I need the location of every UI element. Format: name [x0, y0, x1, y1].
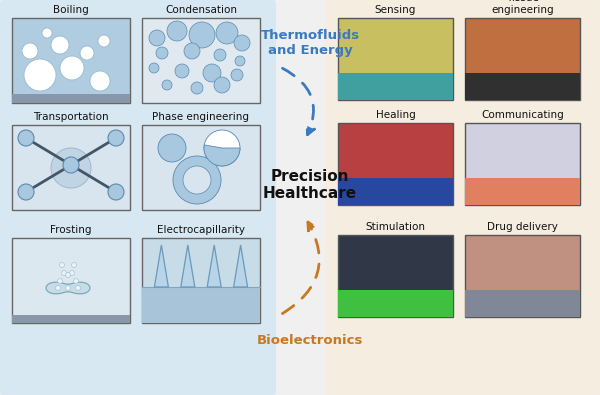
Circle shape	[191, 82, 203, 94]
Text: Stimulation: Stimulation	[365, 222, 425, 232]
Bar	[12, 94, 130, 103]
Circle shape	[214, 77, 230, 93]
Polygon shape	[181, 245, 195, 287]
Circle shape	[60, 56, 84, 80]
FancyArrowPatch shape	[283, 68, 314, 135]
Wedge shape	[204, 145, 240, 166]
Text: Transportation: Transportation	[33, 112, 109, 122]
Text: Condensation: Condensation	[165, 5, 237, 15]
Text: Thermofluids
and Energy: Thermofluids and Energy	[260, 29, 359, 57]
FancyBboxPatch shape	[0, 0, 276, 395]
Circle shape	[156, 47, 168, 59]
Polygon shape	[233, 245, 248, 287]
Circle shape	[231, 69, 243, 81]
Bar	[338, 73, 453, 100]
Circle shape	[24, 59, 56, 91]
Circle shape	[216, 22, 238, 44]
Text: Precision
Healthcare: Precision Healthcare	[263, 169, 357, 201]
Circle shape	[63, 157, 79, 173]
Text: Boiling: Boiling	[53, 5, 89, 15]
Circle shape	[98, 35, 110, 47]
Circle shape	[74, 278, 79, 284]
Circle shape	[22, 43, 38, 59]
Circle shape	[51, 148, 91, 188]
Circle shape	[65, 286, 71, 290]
Polygon shape	[154, 245, 169, 287]
Circle shape	[108, 130, 124, 146]
Bar	[465, 178, 580, 205]
Text: Drug delivery: Drug delivery	[487, 222, 558, 232]
Circle shape	[65, 273, 71, 278]
Circle shape	[162, 80, 172, 90]
Circle shape	[204, 130, 240, 166]
Circle shape	[158, 134, 186, 162]
Circle shape	[18, 130, 34, 146]
Text: Sensing: Sensing	[375, 5, 416, 15]
Bar	[12, 18, 130, 103]
Bar	[465, 235, 580, 317]
Bar	[142, 125, 260, 210]
Bar	[338, 235, 453, 317]
Text: Healing: Healing	[376, 110, 415, 120]
Text: Communicating: Communicating	[481, 110, 564, 120]
Bar	[465, 290, 580, 317]
Circle shape	[167, 21, 187, 41]
Circle shape	[184, 43, 200, 59]
Circle shape	[51, 36, 69, 54]
Circle shape	[149, 30, 165, 46]
Circle shape	[234, 35, 250, 51]
Circle shape	[56, 286, 61, 290]
Circle shape	[149, 63, 159, 73]
Bar	[12, 238, 130, 323]
Bar	[338, 290, 453, 317]
Circle shape	[58, 278, 62, 284]
Bar	[338, 123, 453, 205]
Circle shape	[42, 28, 52, 38]
Circle shape	[90, 71, 110, 91]
Circle shape	[214, 49, 226, 61]
Text: Bioelectronics: Bioelectronics	[257, 333, 363, 346]
Circle shape	[189, 22, 215, 48]
Polygon shape	[46, 282, 90, 294]
Bar	[465, 73, 580, 100]
Bar	[142, 18, 260, 103]
Text: Phase engineering: Phase engineering	[152, 112, 250, 122]
Bar	[12, 315, 130, 323]
Circle shape	[18, 184, 34, 200]
Circle shape	[70, 271, 74, 275]
Text: Frosting: Frosting	[50, 225, 92, 235]
Polygon shape	[207, 245, 221, 287]
Text: Tissue
engineering: Tissue engineering	[491, 0, 554, 15]
Circle shape	[59, 263, 65, 267]
FancyArrowPatch shape	[283, 222, 319, 314]
Circle shape	[76, 286, 80, 290]
Text: Electrocapillarity: Electrocapillarity	[157, 225, 245, 235]
Bar	[142, 287, 260, 323]
Bar	[12, 125, 130, 210]
Circle shape	[108, 184, 124, 200]
Bar	[465, 123, 580, 205]
Bar	[465, 18, 580, 100]
Circle shape	[80, 46, 94, 60]
Circle shape	[183, 166, 211, 194]
Circle shape	[71, 263, 77, 267]
Bar	[338, 18, 453, 100]
Circle shape	[203, 64, 221, 82]
Bar	[338, 178, 453, 205]
Circle shape	[173, 156, 221, 204]
Circle shape	[62, 271, 67, 275]
FancyBboxPatch shape	[325, 0, 600, 395]
Circle shape	[175, 64, 189, 78]
Bar	[142, 238, 260, 323]
Circle shape	[235, 56, 245, 66]
